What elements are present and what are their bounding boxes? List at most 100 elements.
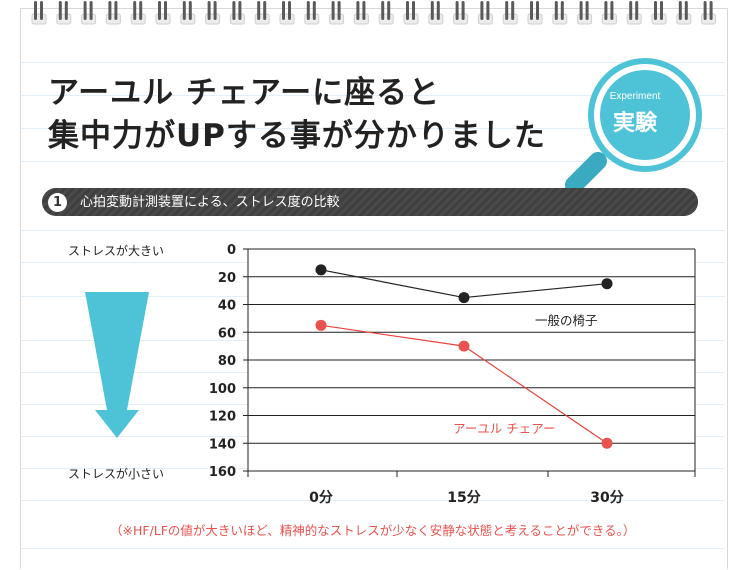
spiral-ring: [626, 1, 642, 25]
spiral-ring: [577, 1, 593, 25]
ring-wire: [480, 1, 484, 20]
spiral-ring: [56, 1, 72, 25]
spiral-ring: [180, 1, 196, 25]
spiral-ring: [552, 1, 568, 25]
data-point: [458, 340, 470, 352]
spiral-ring: [304, 1, 320, 25]
ring-wire: [436, 1, 440, 20]
footnote: （※HF/LFの値が大きいほど、精神的なストレスが少なく安静な状態と考えることが…: [110, 523, 636, 538]
spiral-ring: [130, 1, 146, 25]
ring-wire: [430, 1, 434, 20]
ring-wire: [207, 1, 211, 20]
ring-wire: [282, 1, 285, 20]
ring-wire: [288, 1, 291, 20]
ring-wire: [554, 1, 558, 20]
y-tick-label: 120: [209, 410, 236, 425]
section-number-badge: 1: [48, 193, 67, 212]
down-arrow-icon: [85, 292, 149, 438]
ring-wire: [362, 1, 366, 20]
ring-wire: [356, 1, 360, 20]
ring-wire: [238, 1, 242, 20]
title-line-2: 集中力がUPする事が分かりました: [48, 118, 546, 154]
ring-wire: [560, 1, 564, 20]
spiral-ring: [105, 1, 121, 25]
stress-low-label: ストレスが小さい: [68, 467, 165, 481]
spiral-ring: [353, 1, 369, 25]
ring-wire: [83, 1, 87, 20]
ring-wire: [629, 1, 633, 20]
series-label: アーユル チェアー: [453, 421, 555, 436]
ring-wire: [406, 1, 409, 20]
y-tick-label: 20: [218, 271, 236, 286]
ring-wire: [635, 1, 639, 20]
ring-wire: [114, 1, 118, 20]
ring-wire: [158, 1, 161, 20]
y-tick-label: 140: [209, 437, 236, 452]
x-tick-label: 30分: [590, 490, 623, 506]
ring-wire: [579, 1, 583, 20]
spiral-ring: [329, 1, 345, 25]
spiral-ring: [428, 1, 444, 25]
x-tick-label: 15分: [447, 490, 480, 506]
ruled-line: [21, 161, 725, 162]
y-tick-label: 40: [218, 299, 236, 314]
spiral-ring: [81, 1, 97, 25]
ring-wire: [306, 1, 310, 20]
ring-wire: [505, 1, 509, 20]
ring-wire: [188, 1, 192, 20]
spiral-ring: [701, 1, 716, 25]
ring-wire: [585, 1, 589, 20]
ring-wire: [232, 1, 236, 20]
ring-wire: [257, 1, 261, 20]
ring-wire: [486, 1, 490, 20]
ring-wire: [536, 1, 539, 20]
ring-wire: [678, 1, 682, 20]
ring-wire: [455, 1, 459, 20]
ring-wire: [530, 1, 533, 20]
stripe-pattern: [42, 188, 698, 216]
data-point: [601, 278, 613, 290]
spiral-ring: [403, 1, 419, 25]
y-tick-label: 160: [209, 465, 236, 480]
ruled-line: [21, 62, 725, 63]
ring-wire: [58, 1, 62, 20]
page-title: アーユル チェアーに座ると 集中力がUPする事が分かりました: [48, 72, 546, 158]
data-point: [458, 292, 470, 304]
ring-wire: [381, 1, 385, 20]
ring-wire: [461, 1, 465, 20]
spiral-ring: [676, 1, 692, 25]
spiral-ring: [279, 1, 295, 25]
x-tick-label: 0分: [309, 490, 333, 506]
ruled-line: [21, 95, 725, 96]
title-line-1: アーユル チェアーに座ると: [48, 75, 441, 111]
spiral-ring: [254, 1, 270, 25]
ring-wire: [660, 1, 663, 20]
ring-wire: [387, 1, 391, 20]
ring-wire: [164, 1, 167, 20]
data-point: [315, 319, 327, 331]
ring-wire: [412, 1, 415, 20]
spiral-ring: [205, 1, 221, 25]
spiral-ring: [651, 1, 667, 25]
section-heading: 心拍変動計測装置による、ストレス度の比較: [80, 195, 340, 210]
data-point: [315, 264, 327, 276]
spiral-ring: [601, 1, 617, 25]
spiral-ring: [378, 1, 394, 25]
magnifier-badge-icon: [565, 58, 702, 194]
stress-high-label: ストレスが大きい: [68, 244, 165, 258]
y-tick-label: 60: [218, 326, 236, 341]
ring-wire: [511, 1, 515, 20]
ring-wire: [263, 1, 267, 20]
ruled-line: [21, 500, 725, 501]
ring-wire: [133, 1, 137, 20]
ring-wire: [182, 1, 186, 20]
ring-wire: [64, 1, 68, 20]
data-point: [601, 437, 613, 449]
ring-wire: [331, 1, 335, 20]
ring-wire: [139, 1, 143, 20]
ring-wire: [213, 1, 217, 20]
ring-wire: [40, 1, 43, 20]
spiral-ring: [527, 1, 543, 25]
